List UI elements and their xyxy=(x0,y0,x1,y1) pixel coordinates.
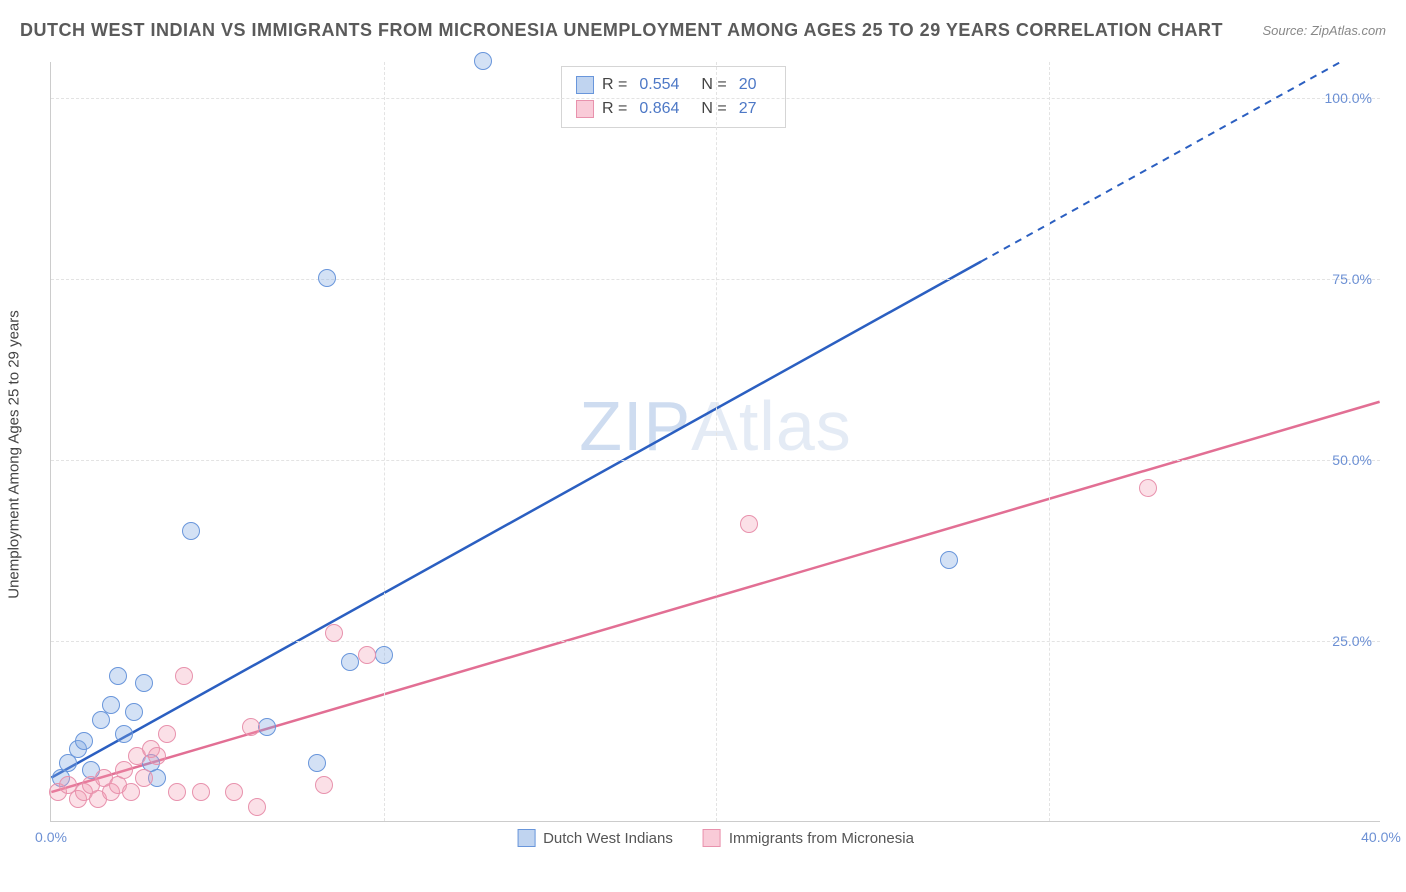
x-tick-label: 0.0% xyxy=(35,829,67,845)
legend-n-value: 20 xyxy=(739,73,757,97)
data-point xyxy=(318,269,336,287)
legend-n-label: N = xyxy=(701,73,726,97)
series-legend: Dutch West Indians Immigrants from Micron… xyxy=(517,829,914,847)
gridline-v xyxy=(384,62,385,821)
legend-r-value: 0.554 xyxy=(639,73,679,97)
data-point xyxy=(175,667,193,685)
data-point xyxy=(182,522,200,540)
data-point xyxy=(358,646,376,664)
data-point xyxy=(102,696,120,714)
legend-row: R = 0.554 N = 20 xyxy=(576,73,771,97)
data-point xyxy=(115,725,133,743)
legend-label: Dutch West Indians xyxy=(543,830,673,847)
legend-swatch xyxy=(576,100,594,118)
data-point xyxy=(148,747,166,765)
data-point xyxy=(308,754,326,772)
legend-n-value: 27 xyxy=(739,97,757,121)
data-point xyxy=(75,732,93,750)
data-point xyxy=(122,783,140,801)
plot-area: ZIPAtlas R =0.554N =20R =0.864N =27 Dutc… xyxy=(50,62,1380,822)
data-point xyxy=(158,725,176,743)
legend-row: R = 0.864 N = 27 xyxy=(576,97,771,121)
series-legend-item: Immigrants from Micronesia xyxy=(703,829,914,847)
y-tick-label: 75.0% xyxy=(1332,271,1372,287)
gridline-v xyxy=(1049,62,1050,821)
title-bar: DUTCH WEST INDIAN VS IMMIGRANTS FROM MIC… xyxy=(20,20,1386,41)
data-point xyxy=(168,783,186,801)
data-point xyxy=(125,703,143,721)
data-point xyxy=(375,646,393,664)
data-point xyxy=(474,52,492,70)
data-point xyxy=(192,783,210,801)
legend-swatch xyxy=(517,829,535,847)
data-point xyxy=(341,653,359,671)
legend-swatch xyxy=(703,829,721,847)
source-label: Source: ZipAtlas.com xyxy=(1262,23,1386,38)
x-tick-label: 40.0% xyxy=(1361,829,1401,845)
data-point xyxy=(109,667,127,685)
legend-r-value: 0.864 xyxy=(639,97,679,121)
series-legend-item: Dutch West Indians xyxy=(517,829,673,847)
legend-label: Immigrants from Micronesia xyxy=(729,830,914,847)
data-point xyxy=(135,674,153,692)
data-point xyxy=(248,798,266,816)
legend-r-label: R = xyxy=(602,97,627,121)
legend-n-label: N = xyxy=(701,97,726,121)
data-point xyxy=(225,783,243,801)
data-point xyxy=(115,761,133,779)
data-point xyxy=(258,718,276,736)
data-point xyxy=(940,551,958,569)
correlation-legend: R = 0.554 N = 20 R = 0.864 N = 27 xyxy=(561,66,786,128)
gridline-v xyxy=(716,62,717,821)
chart-title: DUTCH WEST INDIAN VS IMMIGRANTS FROM MIC… xyxy=(20,20,1223,41)
data-point xyxy=(325,624,343,642)
y-tick-label: 100.0% xyxy=(1325,90,1372,106)
data-point xyxy=(315,776,333,794)
data-point xyxy=(740,515,758,533)
legend-swatch xyxy=(576,76,594,94)
data-point xyxy=(135,769,153,787)
y-tick-label: 50.0% xyxy=(1332,452,1372,468)
legend-r-label: R = xyxy=(602,73,627,97)
y-tick-label: 25.0% xyxy=(1332,633,1372,649)
data-point xyxy=(1139,479,1157,497)
y-axis-label: Unemployment Among Ages 25 to 29 years xyxy=(6,310,23,599)
data-point xyxy=(242,718,260,736)
